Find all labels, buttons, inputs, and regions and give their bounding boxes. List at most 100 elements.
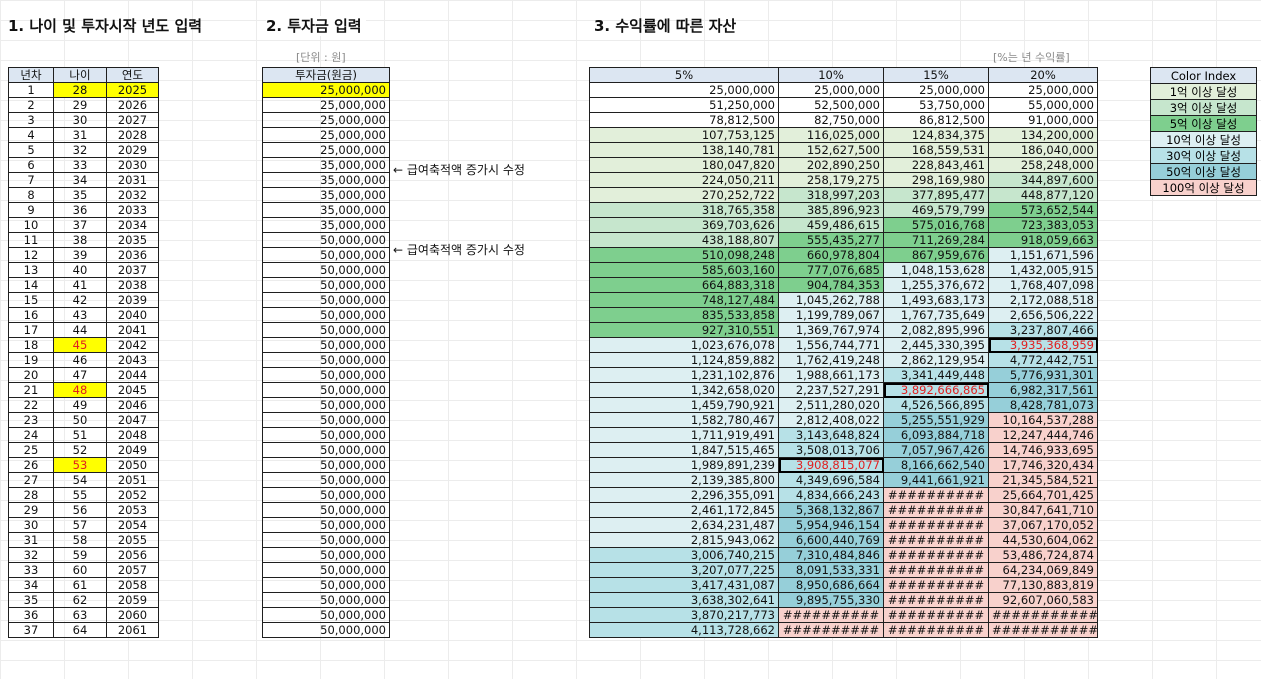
age-cell[interactable]: 60 [53, 562, 107, 578]
age-cell[interactable]: 52 [53, 442, 107, 458]
age-cell[interactable]: 61 [53, 577, 107, 593]
asset-value-cell[interactable]: 867,959,676 [883, 247, 989, 263]
year-cell[interactable]: 2046 [106, 397, 159, 413]
asset-value-cell[interactable]: 116,025,000 [778, 127, 884, 143]
asset-value-cell[interactable]: 138,140,781 [589, 142, 779, 158]
asset-value-cell[interactable]: 44,530,604,062 [988, 532, 1098, 548]
year-count-cell[interactable]: 15 [8, 292, 54, 308]
asset-value-cell[interactable]: 1,711,919,491 [589, 427, 779, 443]
asset-value-cell[interactable]: 448,877,120 [988, 187, 1098, 203]
year-count-cell[interactable]: 21 [8, 382, 54, 398]
year-count-cell[interactable]: 30 [8, 517, 54, 533]
year-cell[interactable]: 2031 [106, 172, 159, 188]
year-cell[interactable]: 2052 [106, 487, 159, 503]
investment-cell[interactable]: 50,000,000 [262, 292, 390, 308]
asset-value-cell[interactable]: 6,982,317,561 [988, 382, 1098, 398]
age-cell[interactable]: 32 [53, 142, 107, 158]
asset-value-cell[interactable]: 1,768,407,098 [988, 277, 1098, 293]
year-count-cell[interactable]: 3 [8, 112, 54, 128]
year-count-cell[interactable]: 10 [8, 217, 54, 233]
age-cell[interactable]: 56 [53, 502, 107, 518]
age-cell[interactable]: 35 [53, 187, 107, 203]
year-count-cell[interactable]: 1 [8, 82, 54, 98]
year-count-cell[interactable]: 32 [8, 547, 54, 563]
asset-value-cell[interactable]: 1,045,262,788 [778, 292, 884, 308]
investment-cell[interactable]: 50,000,000 [262, 442, 390, 458]
asset-value-cell[interactable]: 82,750,000 [778, 112, 884, 128]
year-cell[interactable]: 2032 [106, 187, 159, 203]
asset-value-cell[interactable]: 510,098,248 [589, 247, 779, 263]
asset-value-cell[interactable]: 555,435,277 [778, 232, 884, 248]
year-count-cell[interactable]: 37 [8, 622, 54, 638]
asset-value-cell[interactable]: 8,091,533,331 [778, 562, 884, 578]
asset-value-cell[interactable]: 2,237,527,291 [778, 382, 884, 398]
age-cell[interactable]: 37 [53, 217, 107, 233]
asset-value-cell[interactable]: ########## [883, 577, 989, 593]
asset-value-cell[interactable]: 1,988,661,173 [778, 367, 884, 383]
asset-value-cell[interactable]: 1,767,735,649 [883, 307, 989, 323]
asset-value-cell[interactable]: 711,269,284 [883, 232, 989, 248]
investment-cell[interactable]: 35,000,000 [262, 157, 390, 173]
asset-value-cell[interactable]: 1,989,891,239 [589, 457, 779, 473]
asset-value-cell[interactable]: 14,746,933,695 [988, 442, 1098, 458]
asset-value-cell[interactable]: 1,199,789,067 [778, 307, 884, 323]
asset-value-cell[interactable]: 1,369,767,974 [778, 322, 884, 338]
asset-value-cell[interactable]: 927,310,551 [589, 322, 779, 338]
asset-value-cell[interactable]: ########## [778, 622, 884, 638]
asset-value-cell[interactable]: 1,124,859,882 [589, 352, 779, 368]
asset-value-cell[interactable]: 3,237,807,466 [988, 322, 1098, 338]
age-cell[interactable]: 31 [53, 127, 107, 143]
asset-value-cell[interactable]: 5,776,931,301 [988, 367, 1098, 383]
year-cell[interactable]: 2039 [106, 292, 159, 308]
age-cell[interactable]: 57 [53, 517, 107, 533]
asset-value-cell[interactable]: 3,006,740,215 [589, 547, 779, 563]
year-count-cell[interactable]: 2 [8, 97, 54, 113]
asset-value-cell[interactable]: 228,843,461 [883, 157, 989, 173]
investment-cell[interactable]: 50,000,000 [262, 367, 390, 383]
year-cell[interactable]: 2040 [106, 307, 159, 323]
asset-value-cell[interactable]: 4,113,728,662 [589, 622, 779, 638]
asset-value-cell[interactable]: 3,908,815,077 [778, 457, 884, 473]
asset-value-cell[interactable]: 17,746,320,434 [988, 457, 1098, 473]
asset-value-cell[interactable]: 904,784,353 [778, 277, 884, 293]
asset-value-cell[interactable]: 438,188,807 [589, 232, 779, 248]
asset-value-cell[interactable]: 344,897,600 [988, 172, 1098, 188]
asset-value-cell[interactable]: 5,954,946,154 [778, 517, 884, 533]
asset-value-cell[interactable]: 7,057,967,426 [883, 442, 989, 458]
investment-cell[interactable]: 25,000,000 [262, 82, 390, 98]
asset-value-cell[interactable]: 2,461,172,845 [589, 502, 779, 518]
asset-value-cell[interactable]: 202,890,250 [778, 157, 884, 173]
asset-value-cell[interactable]: ########## [883, 622, 989, 638]
investment-cell[interactable]: 50,000,000 [262, 232, 390, 248]
age-cell[interactable]: 45 [53, 337, 107, 353]
investment-cell[interactable]: 50,000,000 [262, 622, 390, 638]
investment-cell[interactable]: 50,000,000 [262, 517, 390, 533]
age-cell[interactable]: 44 [53, 322, 107, 338]
asset-value-cell[interactable]: 459,486,615 [778, 217, 884, 233]
asset-value-cell[interactable]: 2,812,408,022 [778, 412, 884, 428]
year-count-cell[interactable]: 27 [8, 472, 54, 488]
investment-cell[interactable]: 50,000,000 [262, 352, 390, 368]
asset-value-cell[interactable]: 585,603,160 [589, 262, 779, 278]
investment-cell[interactable]: 35,000,000 [262, 202, 390, 218]
year-count-cell[interactable]: 34 [8, 577, 54, 593]
investment-cell[interactable]: 50,000,000 [262, 457, 390, 473]
asset-value-cell[interactable]: 107,753,125 [589, 127, 779, 143]
asset-value-cell[interactable]: 469,579,799 [883, 202, 989, 218]
investment-cell[interactable]: 50,000,000 [262, 337, 390, 353]
age-cell[interactable]: 64 [53, 622, 107, 638]
asset-value-cell[interactable]: 78,812,500 [589, 112, 779, 128]
asset-value-cell[interactable]: ########## [883, 487, 989, 503]
asset-value-cell[interactable]: 6,093,884,718 [883, 427, 989, 443]
asset-value-cell[interactable]: 124,834,375 [883, 127, 989, 143]
asset-value-cell[interactable]: 3,341,449,448 [883, 367, 989, 383]
investment-cell[interactable]: 50,000,000 [262, 262, 390, 278]
asset-value-cell[interactable]: 1,048,153,628 [883, 262, 989, 278]
asset-value-cell[interactable]: 377,895,477 [883, 187, 989, 203]
year-count-cell[interactable]: 29 [8, 502, 54, 518]
asset-value-cell[interactable]: 258,248,000 [988, 157, 1098, 173]
asset-value-cell[interactable]: ########### [988, 622, 1098, 638]
investment-cell[interactable]: 50,000,000 [262, 382, 390, 398]
asset-value-cell[interactable]: 52,500,000 [778, 97, 884, 113]
year-cell[interactable]: 2053 [106, 502, 159, 518]
